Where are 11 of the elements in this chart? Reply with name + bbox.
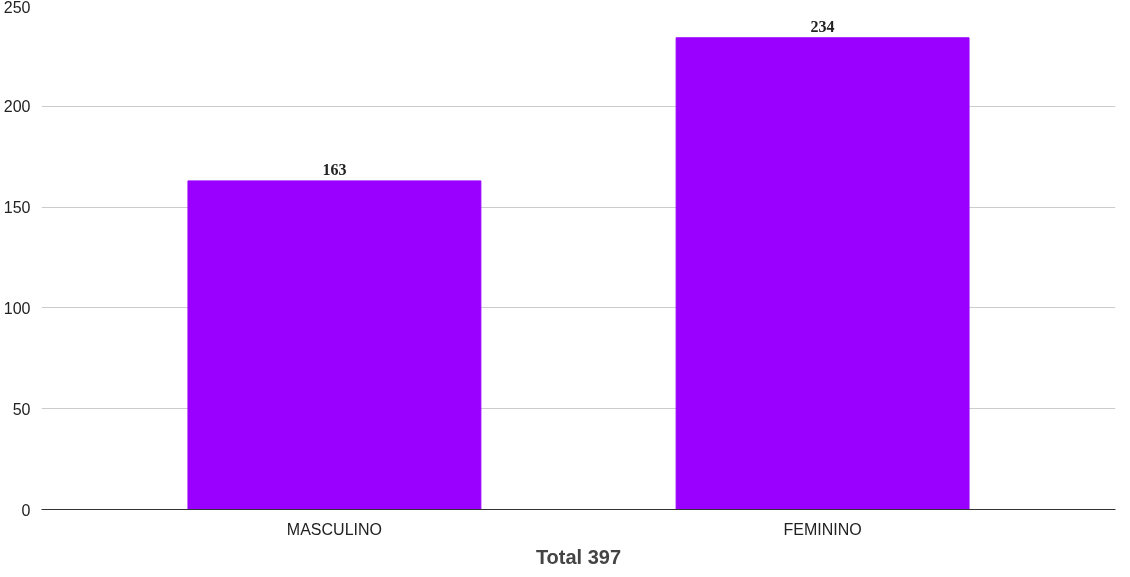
y-tick-label: 200 — [3, 98, 31, 116]
x-axis-title: Total 397 — [535, 545, 622, 568]
x-tick-label: FEMININO — [783, 520, 862, 538]
y-tick-label: 150 — [3, 199, 31, 217]
y-tick-label: 250 — [3, 0, 31, 16]
y-tick-label: 0 — [21, 501, 31, 519]
data-label: 234 — [810, 17, 835, 35]
x-tick-label: MASCULINO — [286, 520, 382, 538]
y-tick-label: 100 — [3, 299, 31, 317]
data-label: 163 — [322, 160, 347, 178]
y-tick-label: 50 — [12, 400, 31, 418]
